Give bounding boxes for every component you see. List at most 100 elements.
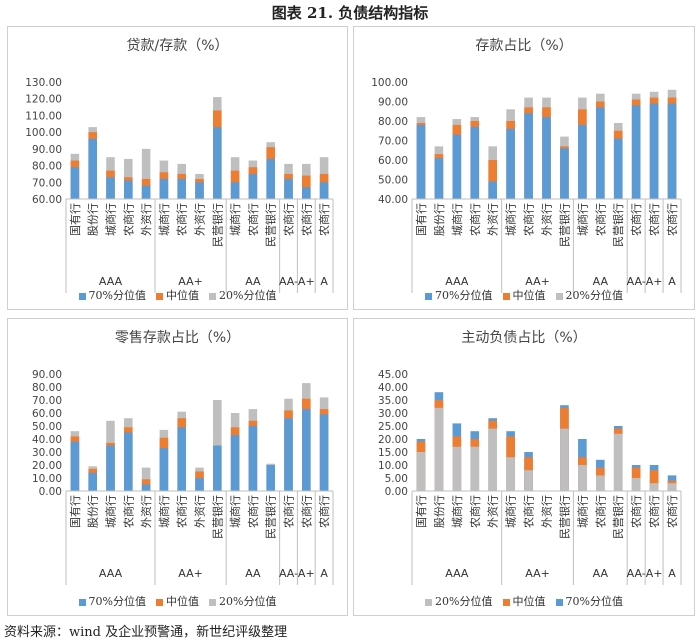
y-tick-label: 60.00 — [32, 408, 62, 420]
bar — [560, 428, 569, 491]
y-tick-label: 90.00 — [32, 144, 62, 156]
deposit-share-chart: 40.00 50.00 60.00 70.00 80.00 90.00 100.00 国有行股… — [371, 77, 682, 293]
legend-item: 70%分位值 — [555, 593, 623, 609]
y-tick-label: 45.00 — [378, 369, 408, 381]
x-tick-label: 城商行 — [504, 203, 518, 236]
y-tick-label: 70.00 — [378, 136, 408, 148]
bar — [434, 407, 444, 491]
legend-label: 20%分位值 — [565, 289, 623, 302]
x-tick-label: 农商行 — [629, 203, 643, 236]
x-tick-label: 农商行 — [522, 495, 536, 528]
bar — [578, 465, 587, 491]
y-tick-label: 30.00 — [32, 447, 62, 459]
legend-swatch — [156, 598, 163, 606]
bar — [70, 167, 80, 199]
x-tick-label: 城商行 — [104, 203, 118, 236]
x-tick-label: 农商行 — [282, 495, 296, 528]
y-tick-label: 60.00 — [378, 155, 408, 167]
x-tick-label: 农商行 — [246, 203, 260, 236]
x-tick-label: 民营银行 — [611, 203, 625, 247]
y-tick-label: 70.00 — [32, 395, 62, 407]
bar — [470, 446, 480, 491]
x-tick-label: 股份行 — [433, 495, 446, 528]
bar — [542, 117, 551, 199]
legend-label: 中位值 — [512, 289, 546, 302]
bar — [124, 180, 133, 199]
legend-swatch — [555, 292, 563, 300]
bar — [488, 160, 498, 199]
y-tick-label: 100.00 — [25, 127, 62, 139]
group-label: A+ — [298, 567, 315, 580]
group-label: A+ — [298, 275, 315, 288]
y-tick-label: 20.00 — [32, 460, 62, 472]
bar — [488, 428, 498, 491]
y-tick-label: 90.00 — [32, 369, 62, 381]
y-tick-label: 70.00 — [32, 177, 62, 189]
legend-label: 20%分位值 — [435, 595, 493, 608]
group-label: AA — [245, 567, 261, 580]
group-label: AA+ — [178, 275, 203, 288]
x-tick-label: 城商行 — [104, 495, 118, 528]
y-tick-label: 80.00 — [32, 161, 62, 173]
legend-item: 20%分位值 — [425, 593, 493, 609]
y-tick-label: 25.00 — [378, 421, 408, 433]
chart-legend: 70%分位值 中位值 20%分位值 — [354, 287, 694, 303]
bar — [284, 178, 293, 199]
y-tick-label: 50.00 — [32, 421, 62, 433]
legend-swatch — [209, 598, 216, 606]
bar — [649, 483, 659, 491]
legend-label: 70%分位值 — [88, 289, 146, 302]
retail-deposit-chart: 0.0010.0020.0030.0040.0050.0060.0070.008… — [32, 369, 334, 585]
group-label: A — [320, 275, 328, 288]
y-tick-label: 90.00 — [378, 97, 408, 109]
bar — [88, 472, 97, 491]
bar — [284, 418, 293, 491]
bar — [213, 127, 222, 199]
x-tick-label: 民营银行 — [557, 203, 571, 247]
chart-legend: 70%分位值 中位值 20%分位值 — [8, 593, 347, 609]
group-label: AA+ — [525, 567, 550, 580]
y-tick-label: 10.00 — [378, 460, 408, 472]
legend-swatch — [502, 598, 510, 606]
bar — [667, 483, 677, 491]
y-tick-label: 40.00 — [378, 194, 408, 206]
bar — [560, 148, 569, 199]
bar — [524, 470, 533, 491]
chart-legend: 70%分位值 中位值 20%分位值 — [8, 287, 347, 303]
x-tick-label: 民营银行 — [210, 203, 224, 247]
bar — [195, 182, 204, 199]
bar — [230, 435, 240, 491]
x-tick-label: 农商行 — [468, 203, 482, 236]
bar — [595, 107, 605, 199]
legend-swatch — [78, 598, 86, 606]
bar — [195, 478, 204, 491]
y-tick-label: 80.00 — [378, 116, 408, 128]
bar — [141, 484, 151, 491]
bar — [452, 134, 462, 199]
x-tick-label: 农商行 — [175, 495, 189, 528]
group-label: A — [668, 567, 676, 580]
bar — [506, 457, 515, 491]
chart-title: 主动负债占比（%） — [461, 330, 587, 346]
x-tick-label: 外资行 — [541, 203, 554, 236]
y-tick-label: 80.00 — [32, 382, 62, 394]
x-tick-label: 城商行 — [157, 495, 171, 528]
bar — [141, 467, 151, 491]
x-tick-label: 农商行 — [175, 203, 189, 236]
x-tick-label: 农商行 — [593, 495, 607, 528]
group-label: AA — [245, 275, 261, 288]
legend-label: 中位值 — [166, 289, 199, 302]
source-note: 资料来源：wind 及企业预警通，新世纪评级整理 — [4, 625, 288, 640]
y-tick-label: 130.00 — [25, 77, 62, 89]
x-tick-label: 农商行 — [246, 495, 260, 528]
legend-swatch — [425, 292, 433, 300]
x-tick-label: 农商行 — [121, 495, 135, 528]
x-tick-label: 民营银行 — [611, 495, 625, 539]
x-tick-label: 民营银行 — [557, 495, 571, 539]
x-tick-label: 农商行 — [121, 203, 135, 236]
x-tick-label: 股份行 — [87, 203, 100, 236]
x-tick-label: 城商行 — [228, 203, 242, 236]
x-tick-label: 城商行 — [228, 495, 242, 528]
legend-swatch — [78, 292, 86, 300]
x-tick-label: 农商行 — [317, 495, 331, 528]
